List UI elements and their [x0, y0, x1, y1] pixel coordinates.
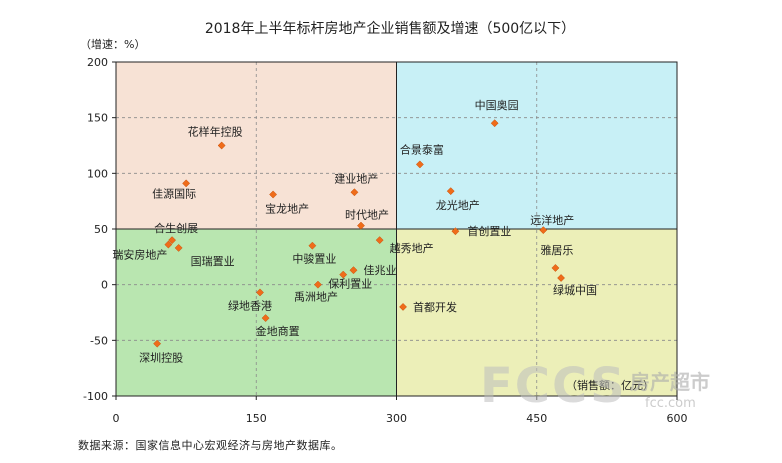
point-marker [182, 179, 191, 188]
data-points [153, 119, 566, 348]
x-tick-label: 300 [386, 412, 407, 425]
x-tick-label: 600 [667, 412, 688, 425]
watermark-url-text: fcc.com [645, 396, 696, 411]
point-marker [269, 190, 278, 199]
point-marker [551, 264, 560, 272]
point-label: 建业地产 [334, 171, 378, 185]
y-tick-label: 100 [87, 167, 108, 180]
y-tick-label: 0 [101, 279, 108, 292]
point-marker [557, 274, 566, 282]
point-label: 首创置业 [467, 224, 511, 238]
point-label: 首都开发 [413, 300, 457, 314]
point-label: 佳源国际 [152, 186, 196, 200]
point-marker [164, 240, 173, 249]
y-tick-label: -50 [90, 334, 108, 347]
point-marker [308, 241, 317, 250]
watermark-logo-text: FCCS [480, 358, 627, 414]
point-label: 越秀地产 [390, 241, 434, 255]
point-label: 宝龙地产 [265, 201, 309, 215]
point-label: 绿地香港 [228, 298, 272, 312]
point-label: 佳兆业 [363, 263, 396, 277]
data-source-note: 数据来源：国家信息中心宏观经济与房地产数据库。 [78, 439, 343, 452]
point-marker [451, 227, 460, 236]
y-tick-label: 50 [94, 223, 108, 236]
point-marker [339, 270, 348, 279]
y-axis-unit: （增速：%） [80, 38, 146, 51]
point-label: 龙光地产 [436, 198, 480, 212]
point-label: 合景泰富 [400, 142, 444, 156]
point-marker [350, 188, 359, 197]
watermark-logo: FCCS 房产超市 fcc.com [480, 358, 710, 418]
point-label: 时代地产 [345, 208, 389, 222]
point-label: 远洋地产 [530, 213, 574, 227]
axes [112, 61, 678, 400]
point-marker [174, 243, 183, 252]
point-marker [375, 236, 384, 245]
point-marker [256, 288, 264, 297]
point-marker [539, 226, 548, 235]
watermark-cn-text: 房产超市 [630, 370, 710, 394]
point-label: 保利置业 [328, 277, 372, 291]
point-marker [349, 266, 358, 275]
y-tick-label: -100 [83, 390, 108, 403]
point-label: 国瑞置业 [191, 254, 235, 268]
point-marker [399, 302, 407, 311]
point-marker [217, 141, 226, 150]
tick-labels: -100 -50 0 50 100 150 200 0 150 300 450 600 [83, 56, 687, 425]
x-tick-label: 150 [246, 412, 267, 425]
x-tick-label: 450 [526, 412, 547, 425]
point-marker [168, 236, 177, 245]
point-label: 深圳控股 [139, 351, 183, 365]
point-label: 绿城中国 [553, 283, 597, 297]
point-label: 中骏置业 [292, 252, 336, 266]
x-tick-label: 0 [113, 412, 120, 425]
point-marker [490, 119, 499, 128]
point-marker [415, 160, 424, 169]
y-tick-label: 200 [87, 56, 108, 69]
point-label: 花样年控股 [188, 125, 243, 139]
point-marker [446, 187, 455, 196]
point-marker [314, 280, 322, 289]
x-axis-unit: （销售额：亿元） [566, 379, 654, 392]
point-label: 雅居乐 [540, 243, 573, 257]
point-label: 合生创展 [154, 221, 198, 235]
point-label: 金地商置 [256, 324, 300, 338]
chart-title: 2018年上半年标杆房地产企业销售额及增速（500亿以下） [204, 21, 576, 37]
point-marker [261, 314, 270, 323]
point-label: 瑞安房地产 [112, 248, 167, 262]
point-marker [357, 221, 365, 230]
point-label: 中国奥园 [475, 98, 519, 112]
y-tick-label: 150 [87, 112, 108, 125]
point-label: 禹洲地产 [294, 290, 338, 304]
point-marker [153, 339, 162, 348]
